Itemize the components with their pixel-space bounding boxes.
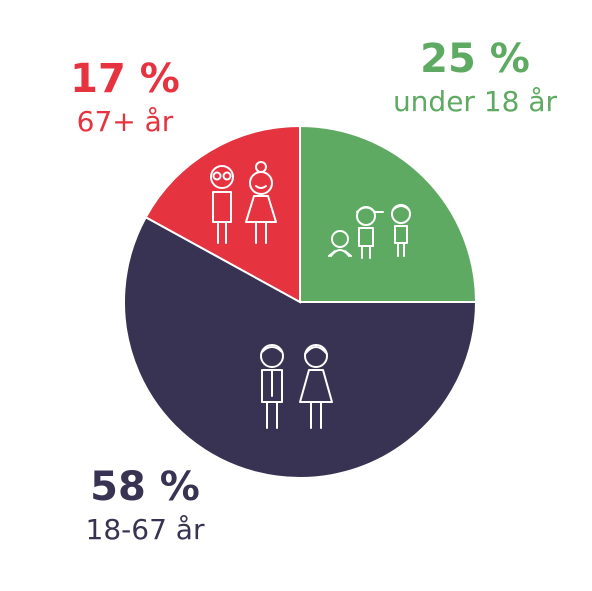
label-67-plus: 17 % 67+ år <box>70 56 180 138</box>
slice-category-label: under 18 år <box>393 85 558 118</box>
pie-slice-2 <box>144 124 301 304</box>
children-figures-icon <box>328 204 411 259</box>
slice-value-label: 17 % <box>70 56 180 102</box>
slice-value-label: 25 % <box>420 36 530 82</box>
label-18-67: 58 % 18-67 år <box>86 464 205 546</box>
label-under-18: 25 % under 18 år <box>393 36 558 118</box>
pie-slice-0 <box>299 124 478 303</box>
pie-slice-1 <box>123 215 478 479</box>
slice-value-label: 58 % <box>90 464 200 510</box>
senior-figures-icon <box>210 161 277 244</box>
pie-slices <box>123 124 478 479</box>
slice-category-label: 67+ år <box>77 105 174 138</box>
slice-category-label: 18-67 år <box>86 513 205 546</box>
adult-figures-icon <box>260 344 333 429</box>
